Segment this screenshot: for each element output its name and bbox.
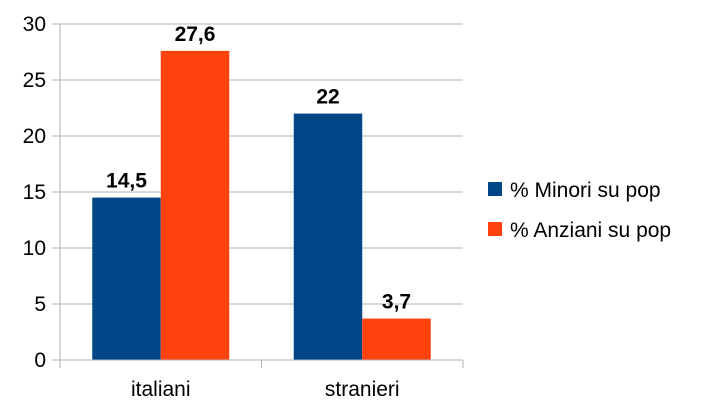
- y-tick-label: 5: [34, 293, 46, 316]
- axes: [52, 23, 464, 368]
- data-label: 3,7: [382, 291, 411, 314]
- x-axis-category-labels: italiani stranieri: [131, 378, 400, 401]
- y-tick-label: 25: [23, 69, 46, 92]
- y-tick-label: 30: [23, 13, 46, 36]
- legend-label: % Minori su pop: [510, 179, 661, 202]
- legend: % Minori su pop % Anziani su pop: [488, 179, 671, 242]
- y-tick-label: 10: [23, 237, 46, 260]
- bar-stranieri-series-1: [362, 318, 431, 360]
- y-tick-label: 20: [23, 125, 46, 148]
- y-tick-label: 15: [23, 181, 46, 204]
- data-labels: 14,5 27,6 22 3,7: [106, 23, 411, 314]
- bars: [92, 50, 431, 360]
- legend-label: % Anziani su pop: [510, 219, 671, 242]
- x-category-label: italiani: [131, 378, 191, 401]
- bar-italiani-series-1: [160, 50, 230, 360]
- legend-swatch: [488, 222, 502, 236]
- legend-swatch: [488, 182, 502, 196]
- x-category-label: stranieri: [325, 378, 400, 401]
- data-label: 27,6: [175, 23, 216, 46]
- y-tick-label: 0: [34, 349, 46, 372]
- bar-italiani-series-0: [92, 197, 161, 360]
- bar-stranieri-series-0: [293, 113, 363, 360]
- data-label: 22: [316, 86, 339, 109]
- data-label: 14,5: [106, 170, 147, 193]
- y-axis-tick-labels: 0 5 10 15 20 25 30: [23, 13, 46, 372]
